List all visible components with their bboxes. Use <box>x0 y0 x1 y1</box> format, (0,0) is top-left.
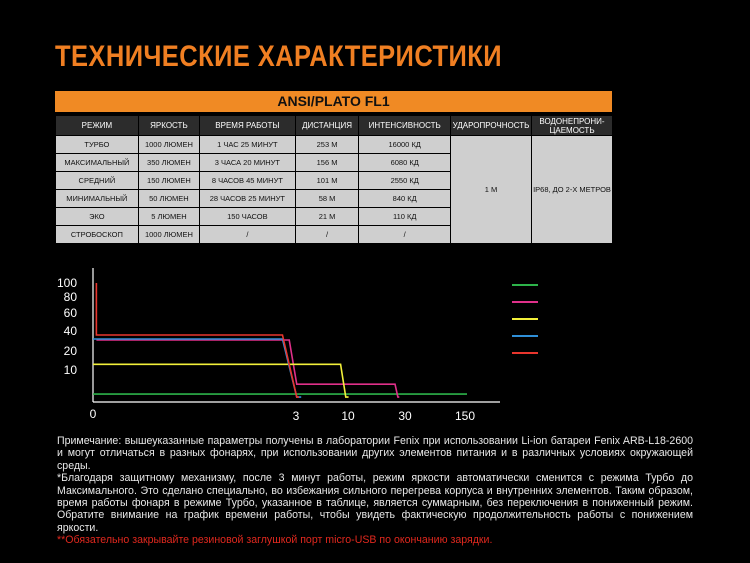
column-header: УДАРОПРОЧНОСТЬ <box>450 115 532 136</box>
table-row: СТРОБОСКОП 1000 ЛЮМЕН / / / <box>55 225 613 244</box>
y-tick-label: 20 <box>64 344 78 358</box>
runtime-line <box>95 283 299 398</box>
runtime-line <box>93 363 349 398</box>
table-cell: 21 М <box>294 207 360 226</box>
table-cell: 1 ЧАС 25 МИНУТ <box>199 135 296 154</box>
spec-table: РЕЖИМ ЯРКОСТЬ ВРЕМЯ РАБОТЫ ДИСТАНЦИЯ ИНТЕНСИ… <box>55 115 613 244</box>
y-tick-label: 60 <box>64 306 78 320</box>
x-tick-label: 150 <box>455 409 475 423</box>
table-cell: 2550 КД <box>358 171 451 190</box>
runtime-line <box>96 339 400 398</box>
table-cell: СТРОБОСКОП <box>55 225 139 244</box>
table-row: ЭКО 5 ЛЮМЕН 150 ЧАСОВ 21 М 110 КД <box>55 207 613 226</box>
title: ТЕХНИЧЕСКИЕ ХАРАКТЕРИСТИКИ <box>55 40 503 73</box>
note: *Благодаря защитному механизму, после 3 … <box>57 472 693 534</box>
table-row: ТУРБО 1000 ЛЮМЕН 1 ЧАС 25 МИНУТ 253 М 16000 … <box>55 135 613 244</box>
table-cell: 110 КД <box>358 207 451 226</box>
table-cell: 150 ЛЮМЕН <box>137 171 201 190</box>
table-cell: 350 ЛЮМЕН <box>137 153 201 172</box>
table-cell: 1000 ЛЮМЕН <box>137 135 201 154</box>
y-tick-label: 100 <box>57 276 77 290</box>
table-cell: ЭКО <box>55 207 139 226</box>
runtime-line <box>93 338 302 398</box>
table-row: МИНИМАЛЬНЫЙ 50 ЛЮМЕН 28 ЧАСОВ 25 МИНУТ 58 М… <box>55 189 613 208</box>
table-cell: ТУРБО <box>55 135 139 154</box>
table-cell: / <box>294 225 360 244</box>
table-cell: 1000 ЛЮМЕН <box>137 225 201 244</box>
merged-cell: IP68, ДО 2-Х МЕТРОВ <box>531 135 613 244</box>
table-cell: МАКСИМАЛЬНЫЙ <box>55 153 139 172</box>
table-cell: 50 ЛЮМЕН <box>137 189 201 208</box>
table-cell: 101 М <box>294 171 360 190</box>
notes: Примечание: вышеуказанные параметры полу… <box>57 435 693 547</box>
x-tick-label: 3 <box>293 409 300 423</box>
table-cell: 28 ЧАСОВ 25 МИНУТ <box>199 189 296 208</box>
y-tick-label: 10 <box>64 363 78 377</box>
note: **Обязательно закрывайте резиновой заглу… <box>57 534 493 547</box>
column-header: ВРЕМЯ РАБОТЫ <box>199 115 296 136</box>
column-header: РЕЖИМ <box>55 115 139 136</box>
table-row: МАКСИМАЛЬНЫЙ 350 ЛЮМЕН 3 ЧАСА 20 МИНУТ 156 … <box>55 153 613 172</box>
table-cell: 253 М <box>294 135 360 154</box>
x-tick-label: 10 <box>341 409 355 423</box>
x-tick-label: 30 <box>398 409 412 423</box>
table-cell: / <box>358 225 451 244</box>
standard-bar: ANSI/PLATO FL1 <box>55 91 612 112</box>
table-cell: / <box>199 225 296 244</box>
table-cell: 3 ЧАСА 20 МИНУТ <box>199 153 296 172</box>
y-tick-label: 40 <box>64 324 78 338</box>
column-header: ДИСТАНЦИЯ <box>294 115 360 136</box>
table-cell: 150 ЧАСОВ <box>199 207 296 226</box>
note: Примечание: вышеуказанные параметры полу… <box>57 435 693 472</box>
y-tick-label: 80 <box>64 290 78 304</box>
origin-label: 0 <box>90 407 97 421</box>
table-cell: 156 М <box>294 153 360 172</box>
